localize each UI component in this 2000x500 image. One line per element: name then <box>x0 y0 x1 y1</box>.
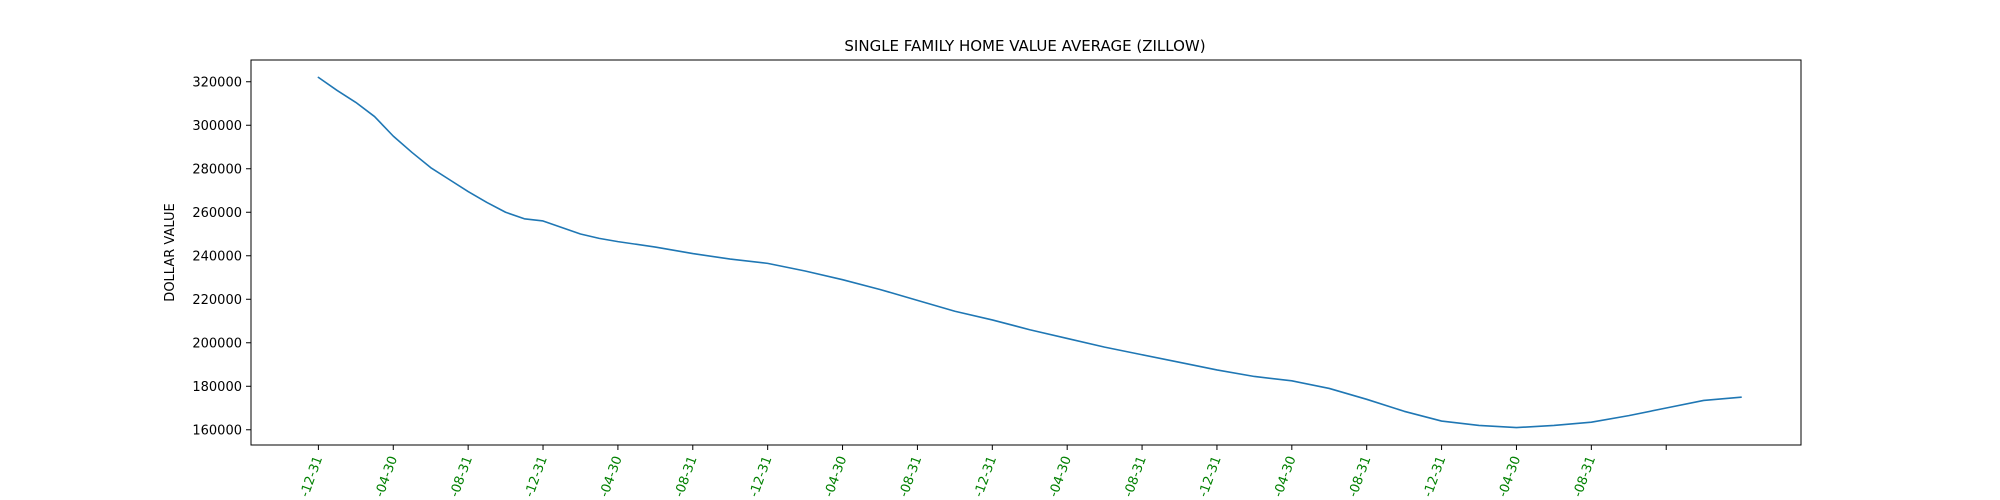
x-tick-label: -12-31 <box>1196 454 1225 499</box>
x-tick-label: -08-31 <box>1346 454 1375 499</box>
x-tick-label: -08-31 <box>672 454 701 499</box>
x-tick-label: -04-30 <box>372 454 401 499</box>
y-tick-label: 160000 <box>192 423 242 438</box>
x-tick-label: -04-30 <box>822 454 851 499</box>
y-axis-label: DOLLAR VALUE <box>163 203 178 301</box>
x-tick-label: -12-31 <box>971 454 1000 499</box>
x-tick-label: -12-31 <box>1421 454 1450 499</box>
y-tick-label: 300000 <box>192 119 242 134</box>
y-tick-label: 280000 <box>192 162 242 177</box>
series-line-0 <box>317 76 1742 429</box>
y-tick-label: 320000 <box>192 75 242 90</box>
chart-title: SINGLE FAMILY HOME VALUE AVERAGE (ZILLOW… <box>844 37 1205 55</box>
x-tick-label: -12-31 <box>747 454 776 499</box>
y-tick-label: 260000 <box>192 206 242 221</box>
y-tick-label: 180000 <box>192 380 242 395</box>
y-tick-label: 200000 <box>192 336 242 351</box>
y-tick-label: 240000 <box>192 249 242 264</box>
x-tick-label: -08-31 <box>1570 454 1599 499</box>
x-tick-label: -08-31 <box>897 454 926 499</box>
x-tick-label: -04-30 <box>597 454 626 499</box>
x-tick-label: -08-31 <box>447 454 476 499</box>
x-tick-label: -12-31 <box>522 454 551 499</box>
x-axis: -12-31 -04-30 -08-31 -12-31 -04-30 -08-31 -12-… <box>298 445 1667 499</box>
x-tick-label: -04-30 <box>1046 454 1075 499</box>
x-tick-label: -08-31 <box>1121 454 1150 499</box>
x-tick-label: -04-30 <box>1271 454 1300 499</box>
plot-area-frame <box>250 59 1802 446</box>
x-tick-label: -12-31 <box>298 454 327 499</box>
series-group <box>317 76 1742 429</box>
y-tick-label: 220000 <box>192 293 242 308</box>
x-tick-label: -04-30 <box>1496 454 1525 499</box>
y-axis: 160000 180000 200000 220000 240000 260000 2800… <box>192 75 251 438</box>
